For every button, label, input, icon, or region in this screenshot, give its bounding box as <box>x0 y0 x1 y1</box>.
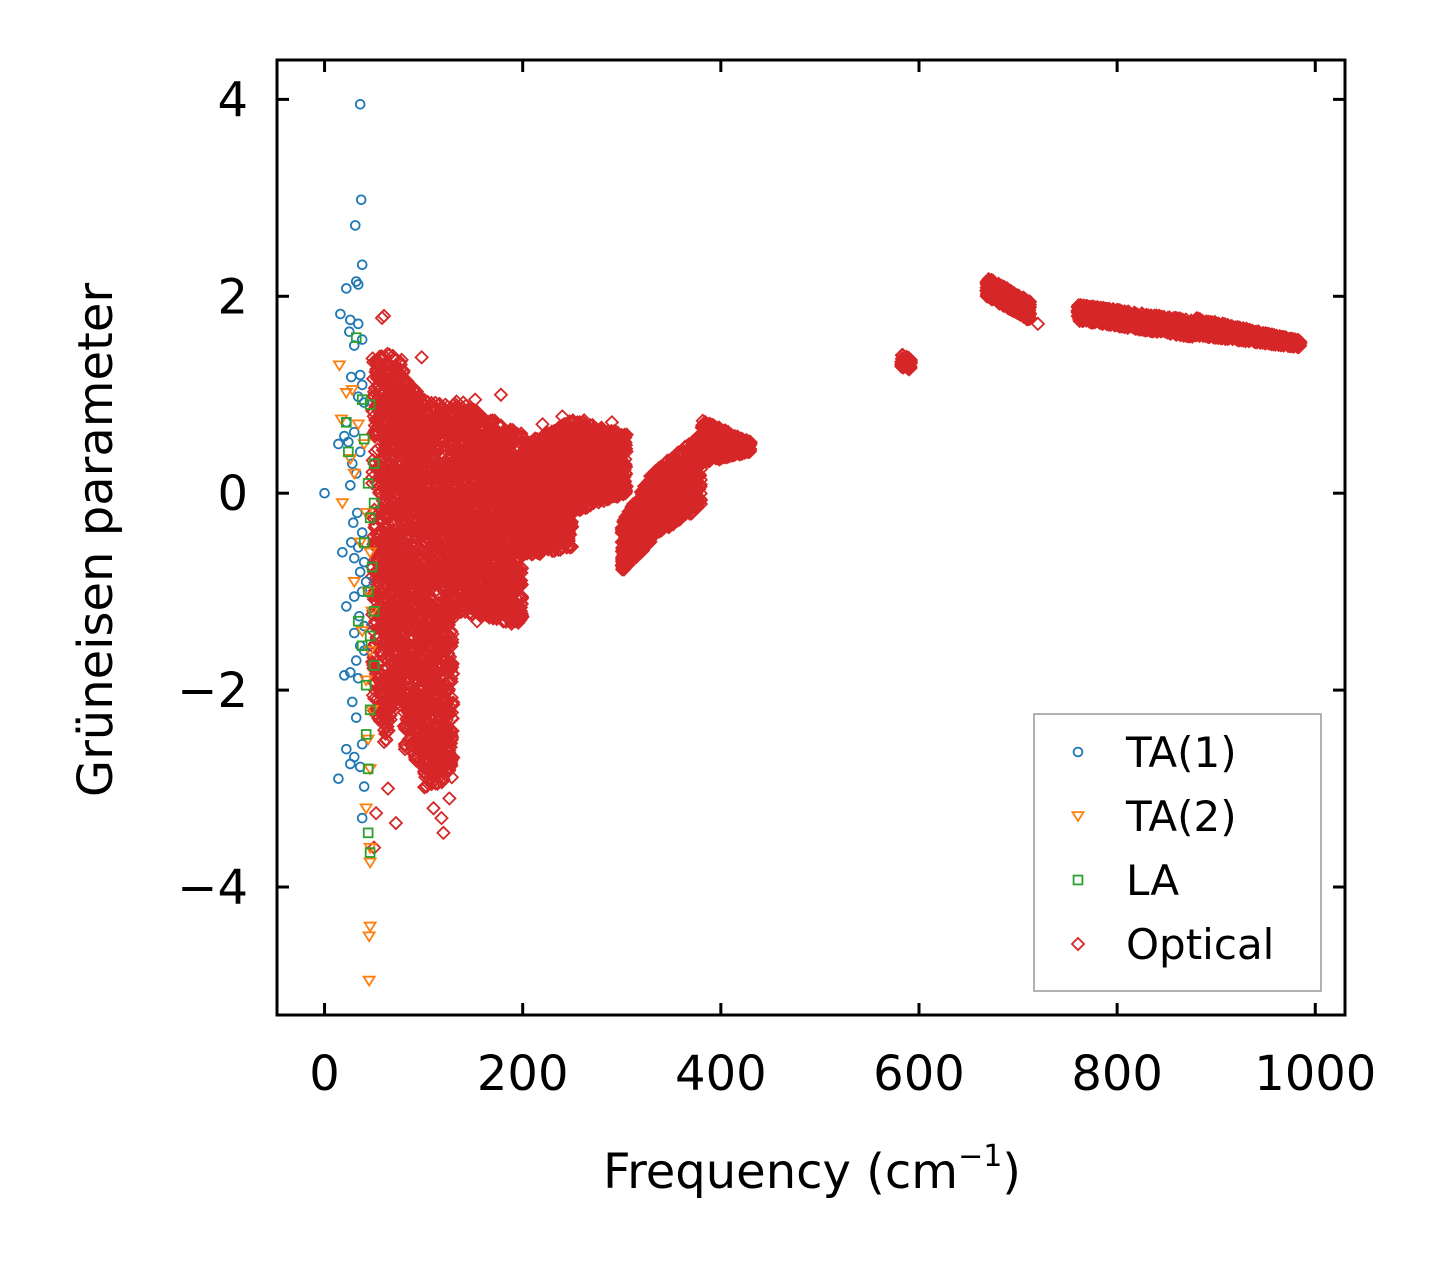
data-point <box>385 496 401 511</box>
data-point <box>368 422 384 438</box>
data-point <box>391 370 406 386</box>
data-point <box>388 687 404 702</box>
data-point <box>366 404 382 420</box>
data-point <box>364 569 380 584</box>
data-point <box>378 732 394 748</box>
data-point <box>379 406 395 422</box>
data-point <box>365 426 381 442</box>
data-point <box>378 673 393 689</box>
data-point <box>365 351 380 366</box>
series-optical <box>364 271 1308 855</box>
data-point <box>376 507 392 522</box>
data-point <box>383 697 399 713</box>
data-layer <box>319 99 1308 988</box>
data-point <box>378 440 394 456</box>
data-point <box>384 368 399 384</box>
data-point <box>381 467 397 482</box>
data-point <box>365 639 381 655</box>
data-point <box>391 675 406 690</box>
data-point <box>382 430 398 446</box>
data-point <box>365 623 381 639</box>
data-point <box>368 356 384 372</box>
data-point <box>379 408 394 424</box>
data-point <box>377 705 392 720</box>
data-point <box>382 648 398 663</box>
data-point <box>378 534 393 550</box>
data-point <box>385 670 400 686</box>
data-point <box>365 453 381 468</box>
data-point <box>387 369 403 385</box>
data-point <box>387 399 403 415</box>
data-point <box>379 718 395 734</box>
data-point <box>386 615 401 631</box>
data-point <box>378 561 394 577</box>
data-point <box>366 408 382 424</box>
data-point <box>380 471 396 487</box>
data-point <box>365 688 381 703</box>
data-point <box>386 657 401 673</box>
